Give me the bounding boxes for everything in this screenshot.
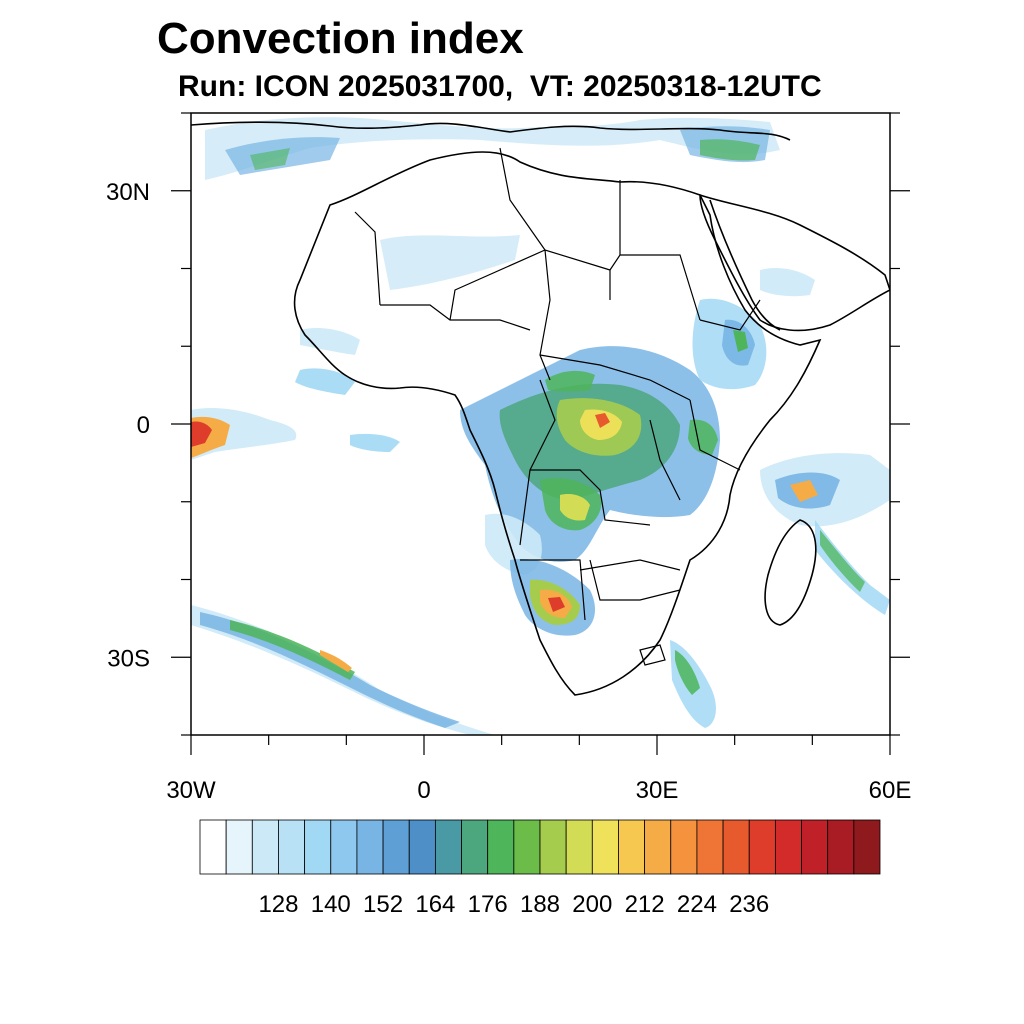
colorbar-swatch [565, 819, 593, 875]
map-subtitle: Run: ICON 2025031700, VT: 20250318-12UTC [178, 70, 822, 103]
colorbar-label: 128 [258, 891, 298, 918]
colorbar-label: 236 [729, 891, 769, 918]
colorbar-swatch [618, 819, 646, 875]
colorbar-label: 212 [625, 891, 665, 918]
coastlines [191, 121, 890, 696]
colorbar-swatch [278, 819, 306, 875]
colorbar-swatch [748, 819, 776, 875]
lon-tick-label: 0 [417, 777, 430, 804]
axis-tick-labels: 30W 0 30E 60E 30N 0 30S [106, 179, 911, 804]
colorbar-swatch [487, 819, 515, 875]
colorbar-swatch [722, 819, 750, 875]
colorbar-swatch [199, 819, 227, 875]
map-title: Convection index [157, 14, 524, 63]
colorbar-swatch [408, 819, 436, 875]
colorbar-swatch [434, 819, 462, 875]
colorbar-swatch [461, 819, 489, 875]
lon-tick-label: 30E [636, 777, 679, 804]
lat-tick-label: 30N [106, 179, 150, 206]
lon-tick-label: 60E [869, 777, 912, 804]
axis-ticks [171, 112, 910, 755]
colorbar-swatch [513, 819, 541, 875]
colorbar-label: 152 [363, 891, 403, 918]
colorbar-swatch [774, 819, 802, 875]
colorbar-swatch [591, 819, 619, 875]
colorbar-swatch [670, 819, 698, 875]
colorbar-swatch [696, 819, 724, 875]
colorbar-label: 140 [311, 891, 351, 918]
colorbar-swatch [539, 819, 567, 875]
colorbar-swatch [225, 819, 253, 875]
colorbar-label: 224 [677, 891, 717, 918]
colorbar-swatch [801, 819, 829, 875]
colorbar-swatch [382, 819, 410, 875]
colorbar-label: 200 [572, 891, 612, 918]
country-borders [354, 147, 761, 666]
colorbar-swatch [644, 819, 672, 875]
colorbar-swatch [251, 819, 279, 875]
lat-tick-label: 30S [107, 645, 150, 672]
colorbar-label: 188 [520, 891, 560, 918]
colorbar-swatch [827, 819, 855, 875]
colorbar-labels: 128 140 152 164 176 188 200 212 224 236 [258, 891, 769, 918]
lat-tick-label: 0 [137, 412, 150, 439]
colorbar [199, 819, 881, 875]
colorbar-label: 164 [415, 891, 455, 918]
colorbar-swatch [330, 819, 358, 875]
lon-tick-label: 30W [166, 777, 216, 804]
colorbar-label: 176 [468, 891, 508, 918]
colorbar-swatch [853, 819, 881, 875]
colorbar-swatch [356, 819, 384, 875]
colorbar-swatch [304, 819, 332, 875]
